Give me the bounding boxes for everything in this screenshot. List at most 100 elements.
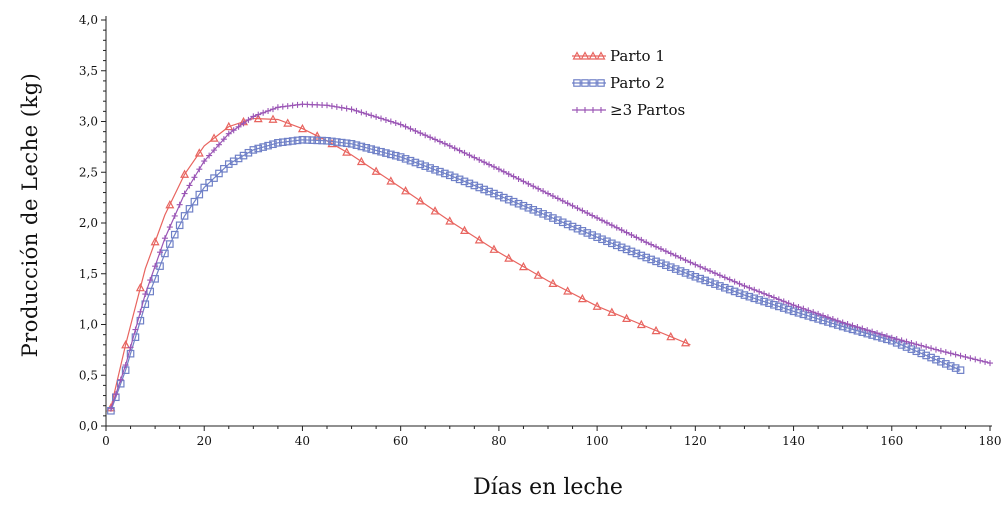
data-point — [569, 202, 576, 209]
data-point — [471, 154, 478, 161]
data-point — [441, 140, 448, 147]
legend-marker — [598, 107, 604, 113]
data-point — [636, 319, 646, 329]
data-point — [927, 353, 935, 362]
data-point — [249, 146, 258, 154]
data-point — [593, 233, 601, 242]
data-point — [666, 331, 676, 341]
data-point — [122, 362, 129, 369]
data-point — [617, 243, 626, 252]
data-point — [883, 333, 890, 340]
x-tick-label: 120 — [684, 434, 707, 448]
data-point — [358, 109, 365, 116]
data-point — [450, 173, 459, 182]
series-3 — [107, 101, 993, 412]
data-point — [500, 168, 507, 175]
data-point — [200, 183, 209, 192]
data-point — [633, 234, 640, 241]
data-point — [839, 319, 846, 326]
data-point — [534, 208, 542, 216]
data-point — [686, 271, 695, 279]
data-point — [382, 116, 389, 123]
data-point — [937, 357, 945, 366]
data-point — [367, 145, 376, 153]
legend-marker — [589, 79, 597, 87]
data-point — [338, 104, 345, 111]
data-point — [274, 104, 281, 111]
data-point — [470, 181, 479, 190]
data-point — [750, 294, 759, 303]
data-point — [151, 275, 159, 283]
legend: Parto 1 Parto 2 ≥3 Partos — [572, 47, 685, 119]
data-point — [235, 123, 242, 130]
data-point — [186, 182, 193, 189]
data-point — [642, 253, 651, 262]
data-point — [554, 195, 561, 202]
data-point — [180, 212, 189, 220]
data-point — [445, 171, 454, 180]
data-point — [152, 263, 159, 270]
data-point — [977, 357, 984, 364]
data-point — [303, 136, 312, 144]
data-point — [347, 140, 356, 148]
data-point — [362, 143, 371, 152]
data-point — [407, 125, 414, 132]
data-point — [982, 358, 989, 365]
data-point — [628, 231, 635, 238]
legend-marker — [581, 79, 589, 87]
legend-item: Parto 1 — [572, 47, 665, 65]
data-point — [474, 235, 484, 244]
data-point — [460, 177, 469, 186]
data-point — [800, 305, 807, 312]
data-point — [411, 158, 420, 167]
data-point — [957, 352, 964, 359]
data-point — [333, 103, 340, 110]
data-point — [297, 123, 307, 133]
data-point — [598, 235, 606, 244]
data-point — [784, 305, 793, 314]
data-point — [373, 113, 380, 120]
legend-item: ≥3 Partos — [572, 101, 685, 119]
data-point — [201, 158, 208, 165]
data-point — [741, 282, 748, 289]
data-point — [387, 150, 395, 159]
data-point — [716, 272, 723, 279]
data-point — [490, 189, 498, 198]
data-point — [224, 121, 234, 131]
data-point — [500, 193, 508, 202]
data-point — [170, 230, 179, 239]
data-point — [691, 272, 700, 281]
data-point — [613, 224, 620, 231]
data-point — [171, 212, 178, 219]
data-point — [180, 169, 190, 178]
x-tick-label: 80 — [491, 434, 506, 448]
data-point — [558, 218, 567, 227]
data-point — [932, 355, 940, 364]
data-point — [829, 316, 836, 323]
data-point — [260, 109, 267, 116]
data-point — [451, 145, 458, 152]
data-point — [599, 217, 606, 224]
data-point — [726, 276, 733, 283]
data-point — [240, 120, 247, 127]
y-axis-label: Producción de Leche (kg) — [18, 73, 42, 358]
data-point — [461, 149, 468, 156]
data-point — [701, 276, 709, 285]
data-point — [135, 282, 145, 292]
data-point — [401, 155, 410, 163]
data-point — [205, 179, 213, 187]
data-point — [220, 164, 228, 173]
data-point — [917, 349, 926, 358]
data-point — [687, 259, 694, 266]
data-point — [436, 138, 443, 145]
x-tick-label: 140 — [782, 434, 805, 448]
data-point — [864, 327, 871, 334]
data-point — [421, 162, 430, 170]
data-point — [579, 207, 586, 214]
data-point — [161, 235, 168, 242]
data-point — [220, 136, 227, 143]
data-point — [121, 340, 131, 349]
data-point — [652, 257, 660, 266]
data-point — [730, 287, 739, 296]
data-point — [206, 152, 213, 159]
